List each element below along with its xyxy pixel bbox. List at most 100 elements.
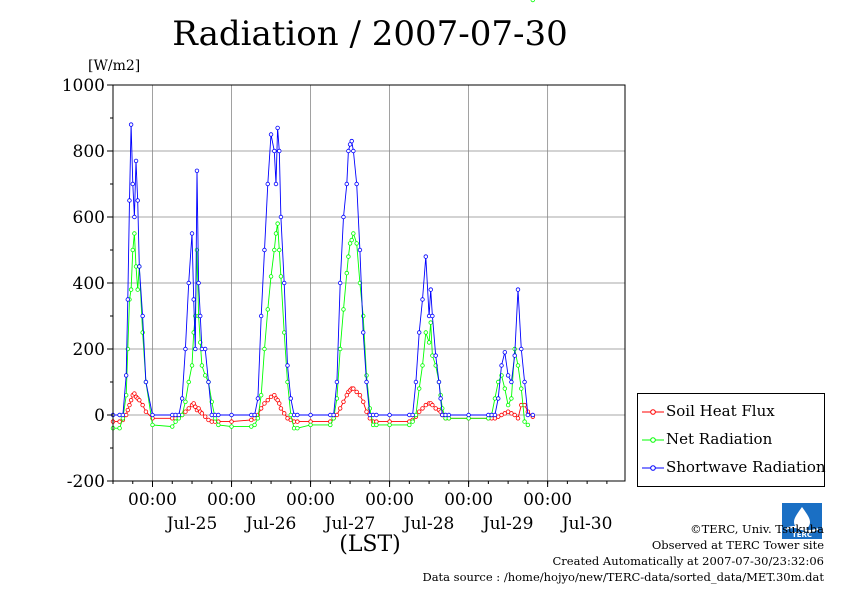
shortwave-radiation-point [258,313,264,319]
soil-heat-flux-point [295,419,300,424]
net-radiation-point [440,406,445,411]
shortwave-radiation-point [191,297,196,302]
soil-heat-flux-point [423,402,428,408]
net-radiation-point [407,422,412,428]
shortwave-radiation-point [132,214,137,220]
x-tick-time-label: 00:00 [444,490,493,510]
shortwave-radiation-point [331,412,336,418]
shortwave-radiation-point [135,198,140,203]
net-radiation-point [173,419,178,424]
soil-heat-flux-point [354,389,359,395]
shortwave-radiation-point [410,412,415,418]
x-tick-date-label: Jul-25 [165,514,218,534]
chart-title: Radiation / 2007-07-30 [172,14,568,54]
shortwave-radiation-point [262,247,267,253]
shortwave-radiation-point [295,412,300,418]
shortwave-radiation-point [229,412,234,418]
copyright-text: ©TERC, Univ. Tsukuba [690,522,824,536]
soil-heat-flux-point [268,394,274,400]
shortwave-radiation-point [417,330,422,335]
net-radiation-point [202,373,208,378]
soil-heat-flux-point [285,416,290,421]
soil-heat-flux-point [364,409,369,414]
net-radiation-point [361,313,366,319]
shortwave-radiation-point [120,412,126,418]
net-radiation-point [199,363,205,368]
net-radiation-point [308,422,313,428]
shortwave-radiation-point [150,412,155,418]
soil-heat-flux-point [125,407,131,413]
net-radiation-point [428,320,433,325]
soil-heat-flux-point [262,401,267,406]
soil-heat-flux-point [515,416,521,421]
shortwave-radiation-point [268,132,274,137]
shortwave-radiation-point [272,148,277,154]
x-tick-time-label: 00:00 [365,490,414,510]
shortwave-radiation-point [344,181,349,187]
soil-heat-flux-point [496,414,501,419]
shortwave-radiation-line [113,124,533,416]
shortwave-radiation-point [123,373,129,378]
shortwave-radiation-point [347,142,353,147]
net-radiation-point [525,422,531,428]
shortwave-radiation-point [278,214,284,220]
shortwave-radiation-point [128,122,134,127]
shortwave-radiation-point [176,412,182,418]
net-radiation-point [509,396,514,401]
soil-heat-flux-point [206,417,211,423]
shortwave-radiation-point [125,297,131,302]
net-radiation-point [252,422,257,428]
shortwave-radiation-point [337,280,343,286]
soil-heat-flux-point [430,402,435,408]
soil-heat-flux-point [499,412,504,418]
legend: Soil Heat Flux Net Radiation Shortwave R… [637,393,826,487]
created-text: Created Automatically at 2007-07-30/23:3… [552,554,825,568]
y-tick-label: 200 [73,340,105,360]
net-radiation-point [426,340,432,345]
shortwave-radiation-point [492,412,498,418]
net-radiation-point [530,0,536,3]
shortwave-radiation-point [334,379,340,385]
y-tick-label: -200 [67,472,105,492]
net-radiation-point [216,422,221,428]
shortwave-radiation-point [420,297,425,302]
shortwave-radiation-point [183,346,188,352]
soil-heat-flux-point [265,397,270,403]
net-radiation-point [186,379,191,385]
net-radiation-point [519,386,524,391]
net-radiation-line [113,223,529,429]
shortwave-radiation-point [273,181,279,187]
soil-heat-flux-point [199,411,205,416]
shortwave-radiation-point [351,148,356,154]
shortwave-radiation-point [519,346,524,352]
shortwave-radiation-point [308,412,313,418]
net-radiation-point [328,422,333,428]
shortwave-radiation-point [194,168,200,173]
net-radiation-point [346,254,351,259]
x-tick-date-label: Jul-26 [244,514,297,534]
shortwave-radiation-point [515,287,521,292]
shortwave-radiation-point [265,181,270,187]
net-radiation-point [130,247,135,253]
shortwave-radiation-point [466,412,471,418]
shortwave-radiation-point [252,412,257,418]
soil-heat-flux-marker-icon [642,409,664,415]
soil-heat-flux-point [278,406,284,411]
shortwave-radiation-point [202,346,208,352]
shortwave-radiation-point [179,396,185,401]
net-radiation-point [341,307,346,312]
shortwave-radiation-point [206,379,211,385]
soil-heat-flux-point [143,409,149,414]
soil-heat-flux-point [361,399,366,404]
shortwave-radiation-point [430,313,435,319]
soil-heat-flux-point [183,409,188,414]
shortwave-radiation-point [143,379,149,385]
shortwave-radiation-point [413,379,419,385]
net-radiation-point [387,422,392,428]
soil-heat-flux-point [505,409,511,414]
soil-heat-flux-point [433,406,438,411]
net-radiation-point [258,393,264,398]
soil-heat-flux-point [128,397,134,403]
plot-frame [112,84,626,482]
